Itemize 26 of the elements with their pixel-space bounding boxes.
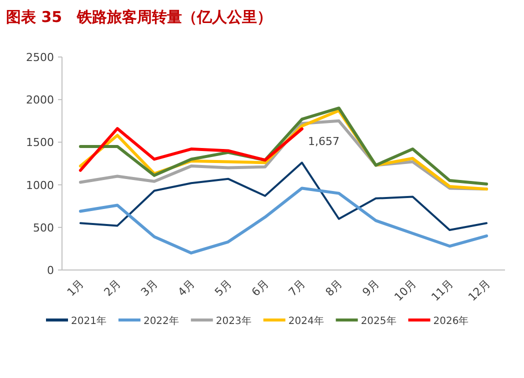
x-tick-label: 8月 (323, 276, 345, 299)
y-tick-label: 0 (47, 264, 54, 277)
x-tick-label: 3月 (138, 276, 160, 299)
legend-label: 2025年 (360, 315, 396, 327)
title: 图表 35 铁路旅客周转量（亿人公里） (6, 8, 272, 26)
x-tick-label: 1月 (64, 276, 87, 299)
y-tick-label: 500 (33, 221, 54, 234)
y-tick-label: 1000 (26, 178, 54, 192)
x-tick-label: 12月 (466, 276, 493, 304)
x-tick-label: 9月 (360, 276, 382, 299)
legend-label: 2024年 (288, 315, 324, 327)
x-tick-label: 5月 (212, 276, 234, 299)
x-tick-label: 10月 (392, 276, 419, 304)
y-tick-label: 2500 (26, 51, 54, 64)
legend-label: 2022年 (143, 315, 179, 327)
legend-label: 2023年 (216, 315, 252, 327)
x-tick-label: 6月 (249, 276, 272, 299)
legend-label: 2021年 (71, 315, 106, 327)
x-tick-label: 4月 (175, 276, 198, 299)
x-tick-label: 11月 (428, 276, 456, 304)
y-tick-label: 2000 (26, 94, 54, 107)
data-label: 1,657 (308, 134, 340, 148)
legend-label: 2026年 (433, 315, 469, 327)
x-tick-label: 7月 (286, 276, 308, 299)
y-tick-label: 1500 (26, 136, 54, 150)
x-tick-label: 2月 (102, 276, 124, 299)
